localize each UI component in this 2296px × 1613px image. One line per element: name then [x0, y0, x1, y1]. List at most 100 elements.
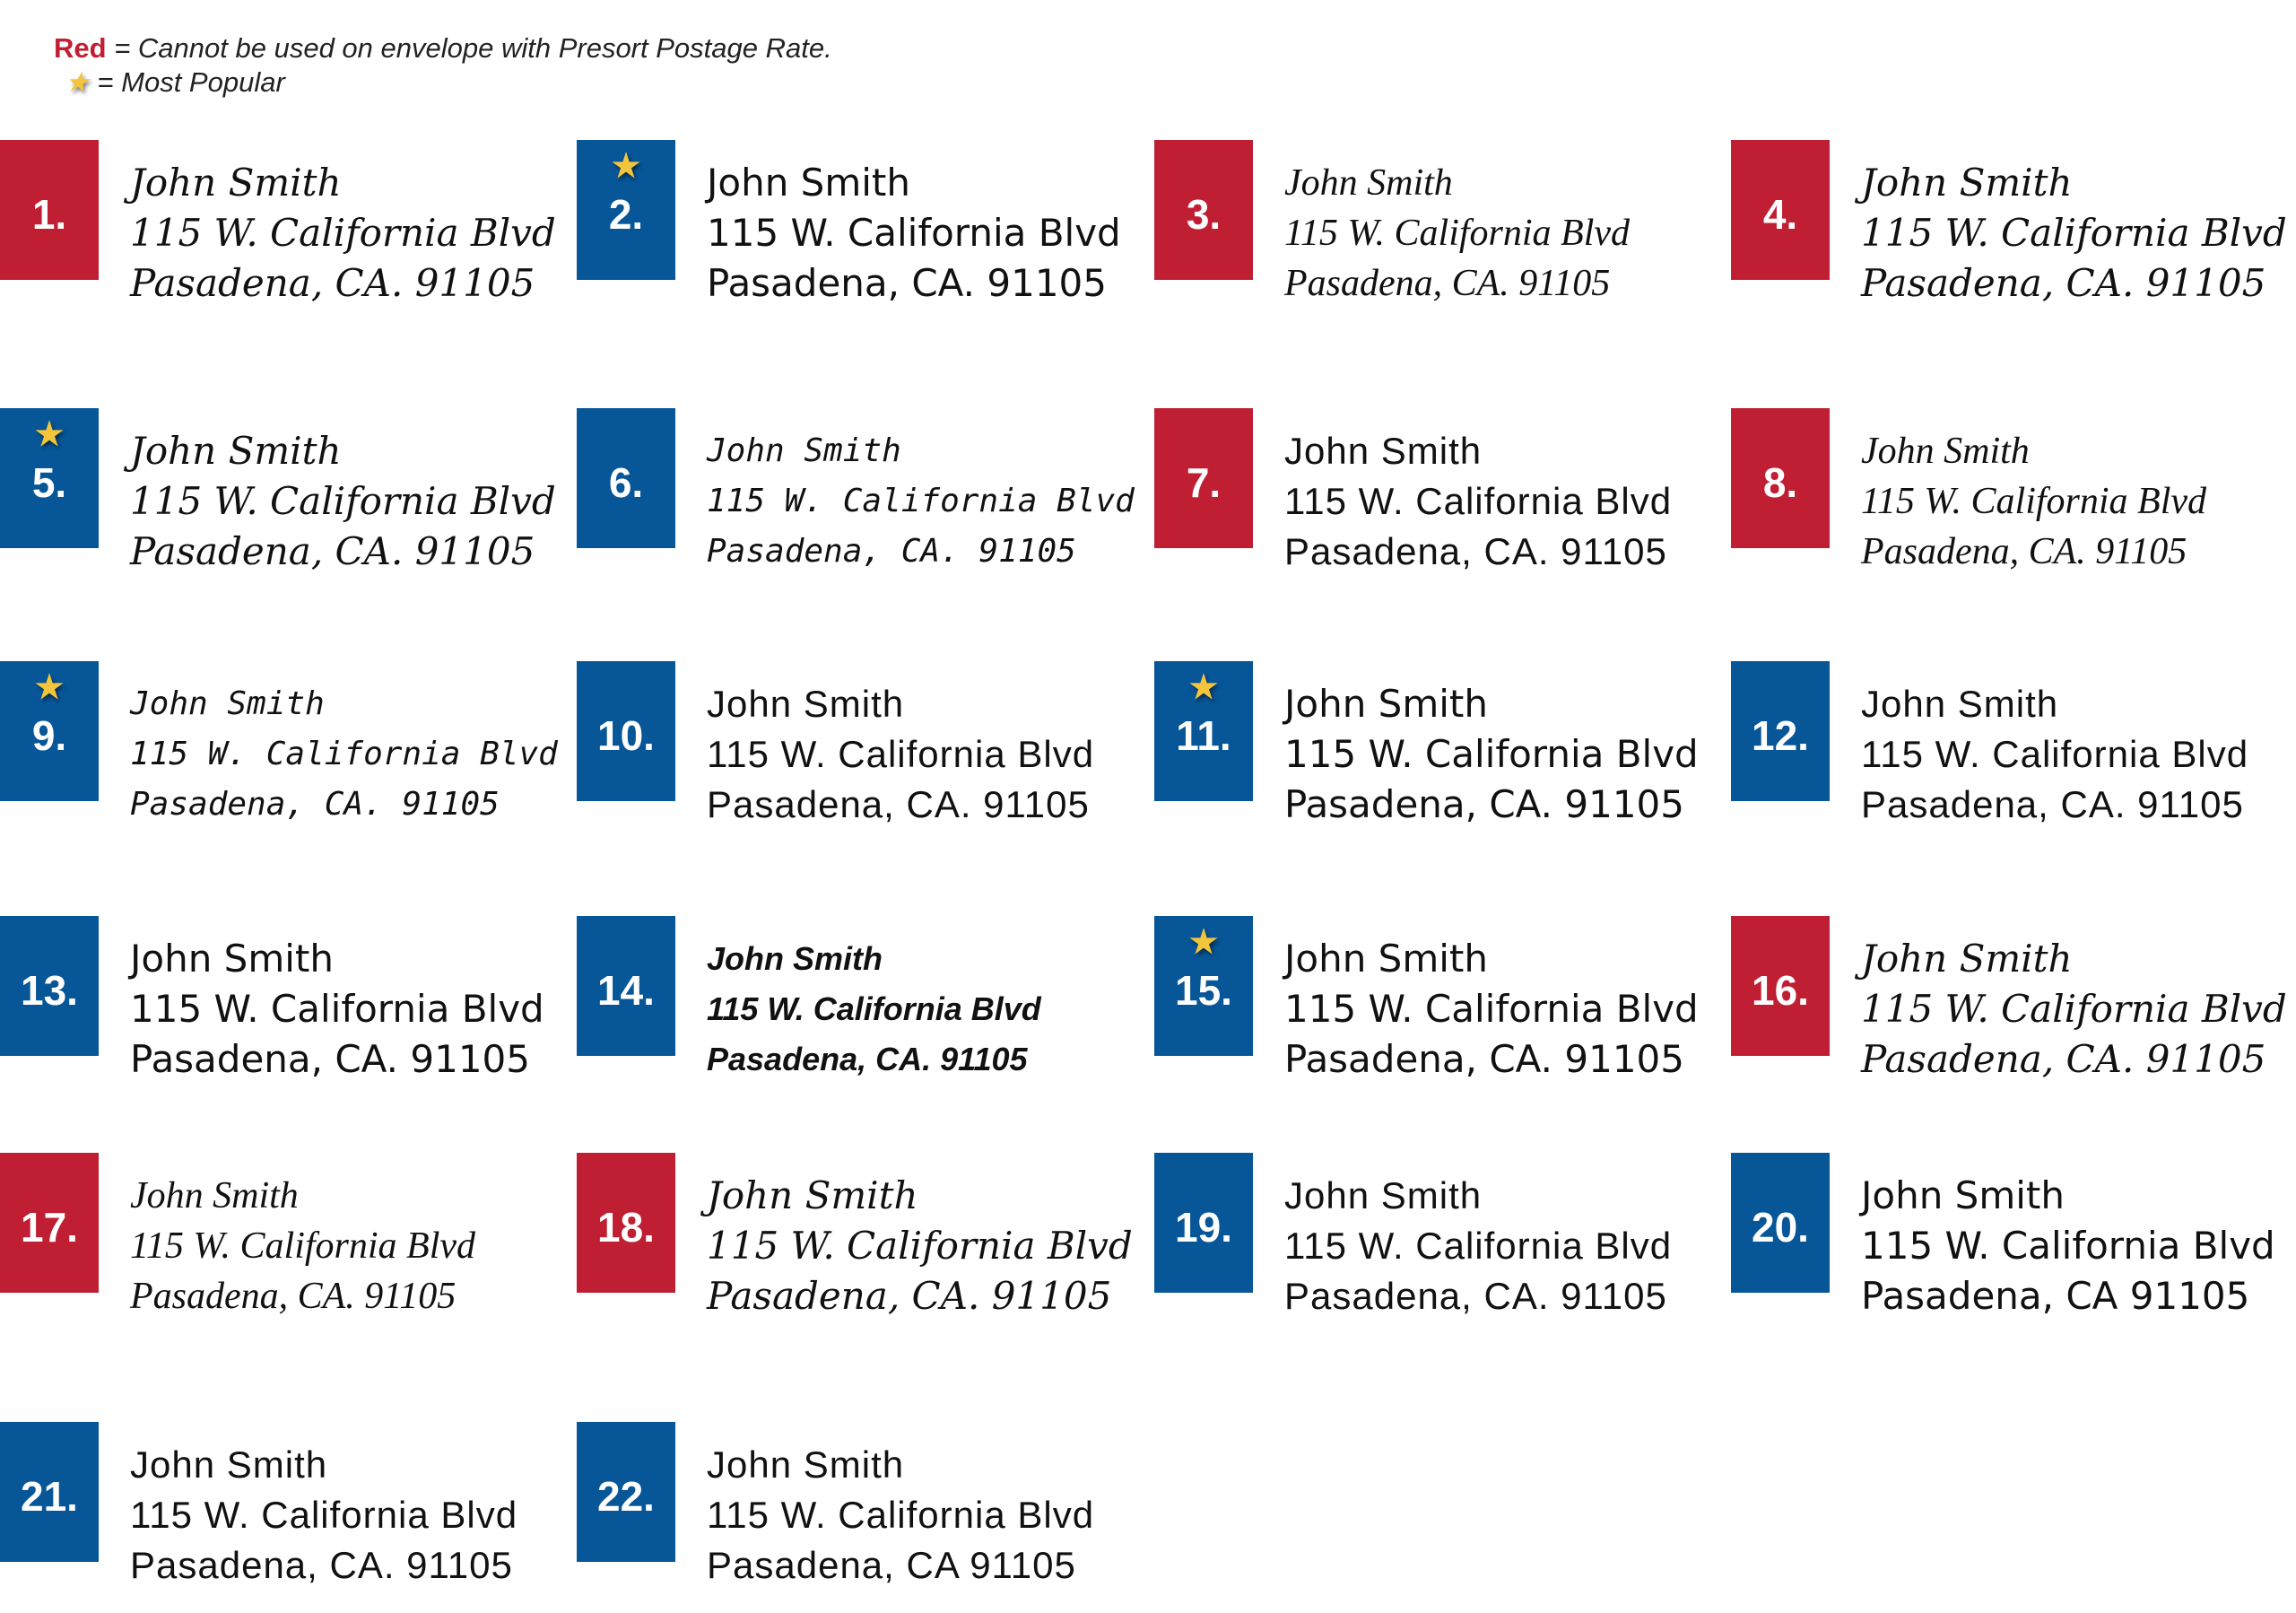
name-line: John Smith [130, 685, 325, 722]
city-line: Pasadena, CA. 91105 [130, 529, 535, 573]
sample-number-badge: 22. [577, 1422, 675, 1562]
city-line: Pasadena, CA 91105 [707, 1544, 1076, 1586]
city-line: Pasadena, CA. 91105 [1861, 261, 2266, 305]
address-sample: John Smith 115 W. California Blvd Pasadena… [1284, 1171, 1672, 1321]
name-line: John Smith [1861, 431, 2030, 472]
name-line: John Smith [130, 161, 342, 205]
address-sample: John Smith 115 W. California Blvd Pasadena… [130, 1440, 517, 1591]
street-line: 115 W. California Blvd [1284, 480, 1673, 522]
sample-number: 14. [597, 967, 655, 1014]
legend-star-text: = Most Popular [97, 66, 285, 98]
sample-number-badge: 8. [1731, 408, 1830, 548]
address-sample: John Smith 115 W. California Blvd Pasadena… [1284, 679, 1699, 830]
sample-number: 22. [597, 1473, 655, 1520]
star-icon: ★ [34, 415, 65, 452]
street-line: 115 W. California Blvd [130, 1225, 476, 1267]
sample-number-badge: 20. [1731, 1153, 1830, 1293]
legend-star: ★ = Most Popular [65, 66, 285, 99]
name-line: John Smith [1284, 162, 1453, 204]
street-line: 115 W. California Blvd [1861, 211, 2287, 255]
address-sample: John Smith 115 W. California Blvd Pasadena… [707, 426, 1135, 577]
legend-red: Red = Cannot be used on envelope with Pr… [54, 32, 832, 65]
address-sample: John Smith 115 W. California Blvd Pasadena… [130, 426, 556, 577]
address-sample: John Smith 115 W. California Blvd Pasadena… [707, 1171, 1133, 1321]
address-sample: John Smith 115 W. California Blvd Pasadena… [1861, 1171, 2275, 1321]
sample-number: 1. [31, 191, 67, 238]
name-line: John Smith [1861, 683, 2059, 725]
name-line: John Smith [707, 161, 911, 205]
sample-number: 3. [1186, 191, 1222, 238]
street-line: 115 W. California Blvd [1861, 1224, 2275, 1268]
city-line: Pasadena, CA. 91105 [130, 1276, 457, 1317]
name-line: John Smith [707, 432, 901, 469]
name-line: John Smith [707, 1443, 905, 1486]
address-sample: John Smith 115 W. California Blvd Pasadena… [1861, 426, 2206, 577]
city-line: Pasadena, CA. 91105 [707, 1274, 1112, 1318]
street-line: 115 W. California Blvd [707, 1224, 1133, 1268]
sample-number-badge: ★ 2. [577, 140, 675, 280]
star-icon: ★ [1188, 923, 1219, 960]
name-line: John Smith [130, 937, 335, 981]
city-line: Pasadena, CA. 91105 [707, 783, 1090, 825]
address-sample: John Smith 115 W. California Blvd Pasadena… [130, 679, 558, 830]
street-line: 115 W. California Blvd [1284, 1225, 1673, 1267]
city-line: Pasadena, CA. 91105 [1284, 530, 1667, 572]
street-line: 115 W. California Blvd [1861, 987, 2287, 1031]
city-line: Pasadena, CA. 91105 [707, 1041, 1028, 1077]
name-line: John Smith [130, 1443, 328, 1486]
street-line: 115 W. California Blvd [1284, 987, 1699, 1031]
sample-number: 20. [1752, 1204, 1809, 1251]
address-sample: John Smith 115 W. California Blvd Pasadena… [130, 1171, 475, 1321]
street-line: 115 W. California Blvd [130, 479, 556, 523]
sample-number: 13. [21, 967, 78, 1014]
sample-number: 11. [1176, 712, 1231, 759]
street-line: 115 W. California Blvd [707, 733, 1095, 775]
sample-number: 6. [608, 459, 644, 506]
star-icon: ★ [34, 668, 65, 705]
sample-number-badge: 18. [577, 1153, 675, 1293]
sample-number-badge: 13. [0, 916, 99, 1056]
legend-red-word: Red [54, 32, 107, 64]
street-line: 115 W. California Blvd [1284, 732, 1699, 776]
sample-number: 21. [21, 1473, 78, 1520]
sample-number-badge: ★ 11. [1154, 661, 1253, 801]
sample-number: 9. [31, 712, 67, 759]
sample-number-badge: 21. [0, 1422, 99, 1562]
city-line: Pasadena, CA. 91105 [130, 261, 535, 305]
address-sample: John Smith 115 W. California Blvd Pasadena… [130, 934, 544, 1085]
name-line: John Smith [1861, 1173, 2066, 1217]
street-line: 115 W. California Blvd [130, 211, 556, 255]
name-line: John Smith [1284, 430, 1483, 472]
city-line: Pasadena, CA. 91105 [1861, 783, 2244, 825]
name-line: John Smith [1861, 161, 2073, 205]
sample-number-badge: 1. [0, 140, 99, 280]
sample-number: 17. [21, 1204, 78, 1251]
sample-number: 8. [1762, 459, 1798, 506]
city-line: Pasadena, CA. 91105 [130, 1544, 513, 1586]
name-line: John Smith [707, 940, 883, 977]
address-sample: John Smith 115 W. California Blvd Pasadena… [1861, 158, 2287, 309]
address-sample: John Smith 115 W. California Blvd Pasadena… [1284, 158, 1630, 309]
sample-number-badge: 4. [1731, 140, 1830, 280]
sample-number-badge: ★ 5. [0, 408, 99, 548]
sample-number: 19. [1175, 1204, 1232, 1251]
sample-number: 15. [1175, 967, 1232, 1014]
city-line: Pasadena, CA. 91105 [1284, 1037, 1684, 1081]
sample-number-badge: 17. [0, 1153, 99, 1293]
city-line: Pasadena, CA 91105 [1861, 1274, 2250, 1318]
city-line: Pasadena, CA. 91105 [1284, 782, 1684, 826]
name-line: John Smith [130, 429, 342, 473]
street-line: 115 W. California Blvd [130, 987, 544, 1031]
sample-number-badge: 14. [577, 916, 675, 1056]
name-line: John Smith [1284, 682, 1489, 726]
address-sample: John Smith 115 W. California Blvd Pasadena… [1861, 934, 2287, 1085]
star-icon: ★ [611, 147, 641, 184]
sample-number-badge: ★ 9. [0, 661, 99, 801]
name-line: John Smith [707, 1173, 918, 1217]
sample-number: 7. [1186, 459, 1222, 506]
street-line: 115 W. California Blvd [707, 990, 1041, 1027]
address-sample: John Smith 115 W. California Blvd Pasadena… [1861, 679, 2248, 830]
name-line: John Smith [707, 683, 905, 725]
sample-number-badge: 7. [1154, 408, 1253, 548]
address-sample: John Smith 115 W. California Blvd Pasadena… [1284, 934, 1699, 1085]
